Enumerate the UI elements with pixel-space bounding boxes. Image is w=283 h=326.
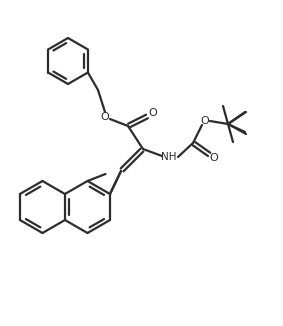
- Text: O: O: [201, 116, 209, 126]
- Text: O: O: [149, 108, 157, 118]
- Text: O: O: [101, 112, 109, 122]
- Text: NH: NH: [161, 152, 177, 162]
- Text: O: O: [210, 153, 218, 163]
